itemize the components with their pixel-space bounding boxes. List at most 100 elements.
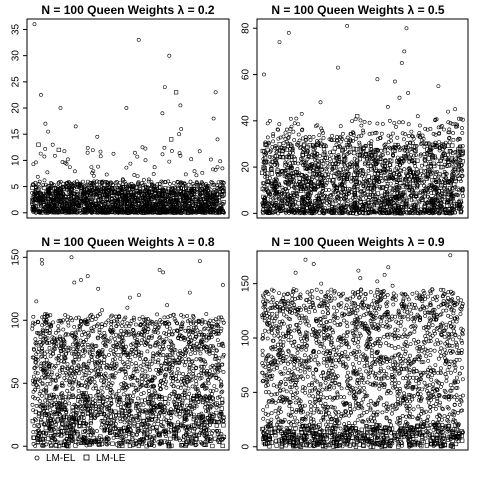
y-tick-label: 20 — [11, 102, 22, 114]
data-point-circle — [104, 180, 109, 184]
data-point-circle — [79, 203, 83, 208]
data-point-circle — [30, 190, 34, 195]
data-point-circle — [146, 210, 151, 215]
data-point-circle — [113, 181, 118, 185]
data-point-square — [110, 190, 115, 195]
data-point-circle — [69, 182, 73, 187]
data-point-circle — [212, 205, 217, 209]
panel-1-title: N = 100 Queen Weights λ = 0.2 — [41, 3, 215, 17]
panel-3-title: N = 100 Queen Weights λ = 0.8 — [41, 235, 215, 249]
data-point-circle — [121, 182, 125, 187]
data-point-circle — [101, 179, 105, 184]
y-tick-label: 35 — [11, 23, 22, 35]
data-point-circle — [95, 179, 100, 184]
data-point-square — [194, 209, 199, 215]
panel-1-marks — [30, 22, 226, 215]
data-point-square — [189, 208, 195, 213]
data-point-circle — [116, 183, 121, 188]
data-point-square — [96, 185, 101, 191]
data-point-circle — [66, 179, 71, 184]
data-point-circle — [167, 181, 172, 186]
data-point-circle — [112, 185, 117, 190]
data-point-circle — [209, 180, 214, 184]
data-point-circle — [50, 181, 54, 186]
data-point-circle — [94, 208, 98, 213]
data-point-circle — [171, 181, 176, 186]
data-point-circle — [146, 179, 151, 184]
data-point-circle — [194, 180, 199, 185]
data-point-square — [45, 184, 51, 189]
data-point-circle — [37, 179, 42, 184]
data-point-circle — [93, 198, 98, 203]
data-point-square — [144, 185, 149, 190]
data-point-circle — [219, 205, 224, 210]
data-point-square — [186, 197, 192, 203]
data-point-square — [172, 210, 177, 215]
data-point-circle — [47, 183, 52, 188]
data-point-circle — [41, 183, 46, 188]
data-point-circle — [109, 181, 114, 185]
data-point-circle — [200, 181, 205, 186]
panel-2-title: N = 100 Queen Weights λ = 0.5 — [271, 3, 445, 17]
data-point-square — [85, 187, 90, 192]
y-tick-label: 60 — [241, 69, 252, 81]
y-tick-label: 25 — [11, 76, 22, 88]
y-tick-label: 0 — [11, 210, 22, 216]
data-point-square — [114, 207, 120, 212]
data-point-circle — [149, 180, 154, 185]
data-point-circle — [97, 180, 102, 185]
data-point-circle — [195, 182, 200, 187]
data-point-circle — [82, 191, 87, 196]
data-point-circle — [83, 201, 88, 206]
data-point-square — [109, 209, 114, 214]
data-point-circle — [57, 201, 62, 206]
data-point-circle — [90, 187, 95, 192]
data-point-square — [156, 199, 161, 204]
y-tick-label: 30 — [11, 50, 22, 62]
data-point-circle — [75, 179, 79, 184]
data-point-square — [184, 191, 189, 197]
data-point-circle — [136, 181, 140, 186]
data-point-square — [77, 193, 83, 198]
data-point-circle — [159, 179, 164, 184]
data-point-circle — [77, 208, 82, 213]
data-point-circle — [186, 182, 191, 187]
data-point-circle — [190, 182, 195, 186]
data-point-circle — [178, 181, 183, 185]
data-point-circle — [157, 181, 162, 186]
y-tick-label: 5 — [11, 183, 22, 189]
data-point-circle — [37, 181, 41, 186]
data-point-circle — [119, 197, 124, 202]
data-point-circle — [172, 208, 177, 213]
data-point-circle — [91, 182, 96, 187]
data-point-circle — [57, 180, 61, 185]
data-point-circle — [116, 197, 120, 202]
data-point-circle — [52, 182, 56, 187]
data-point-circle — [216, 180, 221, 185]
data-point-circle — [152, 183, 157, 188]
y-tick-label: 20 — [241, 161, 252, 173]
data-point-circle — [43, 194, 48, 198]
data-point-circle — [81, 179, 85, 184]
data-point-circle — [30, 183, 35, 188]
data-point-circle — [72, 186, 77, 190]
data-point-circle — [114, 179, 119, 184]
data-point-circle — [107, 185, 112, 190]
data-point-circle — [108, 180, 113, 185]
data-point-circle — [155, 182, 160, 187]
data-point-square — [135, 185, 140, 190]
data-point-circle — [221, 210, 226, 215]
data-point-circle — [214, 183, 219, 188]
y-tick-label: 40 — [241, 115, 252, 127]
data-point-square — [143, 203, 148, 209]
y-tick-label: 10 — [11, 154, 22, 166]
data-point-circle — [221, 181, 226, 185]
data-point-circle — [87, 183, 91, 188]
data-point-square — [160, 196, 165, 201]
data-point-circle — [118, 180, 123, 185]
data-point-circle — [123, 182, 128, 186]
y-tick-label: 0 — [241, 210, 252, 216]
data-point-square — [220, 209, 225, 214]
y-tick-label: 80 — [241, 22, 252, 34]
